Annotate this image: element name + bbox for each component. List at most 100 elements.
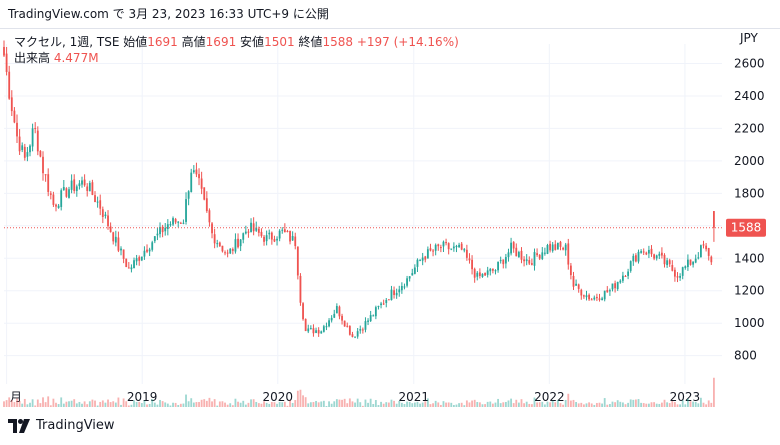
volume-bar xyxy=(551,400,554,407)
volume-bar xyxy=(598,402,601,407)
volume-bar xyxy=(21,403,24,407)
candle-body xyxy=(463,249,466,251)
volume-bar xyxy=(595,402,598,407)
volume-bar xyxy=(234,398,237,407)
volume-bar xyxy=(224,402,226,407)
candle-body xyxy=(172,218,174,225)
candle-body xyxy=(333,313,336,318)
candle-body xyxy=(679,275,682,278)
candle-body xyxy=(286,231,289,233)
candle-body xyxy=(328,320,330,327)
candle-body xyxy=(606,290,609,293)
candle-body xyxy=(112,232,115,242)
volume-bar xyxy=(421,402,424,407)
volume-bar xyxy=(660,402,663,407)
candle-body xyxy=(653,254,656,259)
volume-bar xyxy=(127,405,130,407)
volume-bar xyxy=(312,402,315,407)
candle-body xyxy=(26,152,29,157)
candle-body xyxy=(588,294,591,300)
candle-body xyxy=(338,306,341,317)
volume-bar xyxy=(104,402,107,407)
volume-bar xyxy=(16,398,18,407)
candle-body xyxy=(702,244,705,246)
candle-body xyxy=(611,283,614,290)
volume-bar xyxy=(107,399,109,407)
volume-bar xyxy=(96,405,99,407)
volume-bar xyxy=(42,397,44,407)
candle-body xyxy=(42,156,44,174)
candle-body xyxy=(203,187,206,200)
volume-bar xyxy=(18,401,21,407)
volume-bar xyxy=(653,402,656,407)
candle-body xyxy=(78,183,81,187)
candle-body xyxy=(520,250,523,260)
candle-body xyxy=(629,261,632,271)
candle-body xyxy=(476,272,479,277)
candle-body xyxy=(10,97,13,112)
volume-bar xyxy=(499,403,502,407)
volume-bar xyxy=(374,400,377,407)
candle-body xyxy=(356,331,359,337)
candle-body xyxy=(127,267,130,269)
volume-bar xyxy=(239,402,242,407)
candle-body xyxy=(494,270,497,272)
volume-bar xyxy=(689,401,692,407)
x-tick-label: 2019 xyxy=(127,390,158,404)
volume-bar xyxy=(450,402,453,407)
brand-footer[interactable]: TradingView xyxy=(8,418,115,433)
candle-body xyxy=(99,200,102,209)
volume-bar xyxy=(681,400,684,407)
candle-body xyxy=(627,271,630,276)
price-chart[interactable]: 800100012001400160018002000220024002600J… xyxy=(0,28,780,412)
candle-body xyxy=(377,305,380,307)
candle-body xyxy=(133,260,135,268)
candle-body xyxy=(39,150,42,157)
candle-body xyxy=(224,252,226,254)
volume-bar xyxy=(70,400,73,407)
volume-bar xyxy=(517,402,520,407)
volume-bar xyxy=(364,399,367,407)
volume-bar xyxy=(705,404,708,407)
volume-bar xyxy=(398,400,401,407)
volume-bar xyxy=(55,402,57,407)
volume-bar xyxy=(156,404,159,407)
volume-bar xyxy=(647,403,650,407)
volume-bar xyxy=(294,400,297,407)
candle-body xyxy=(143,250,146,257)
volume-bar xyxy=(361,405,364,407)
candle-body xyxy=(601,298,604,300)
volume-bar xyxy=(10,400,13,407)
volume-bar xyxy=(390,399,393,407)
candle-body xyxy=(465,249,468,258)
volume-bar xyxy=(57,404,60,407)
volume-bar xyxy=(60,397,63,407)
candle-body xyxy=(507,252,510,258)
volume-bar xyxy=(455,404,458,407)
volume-bar xyxy=(367,402,369,407)
candle-body xyxy=(595,296,598,299)
volume-bar xyxy=(39,403,42,407)
volume-bar xyxy=(182,403,185,407)
candle-body xyxy=(213,234,216,244)
volume-bar xyxy=(556,399,559,407)
volume-bar xyxy=(244,404,247,407)
volume-bar xyxy=(130,404,133,407)
candle-body xyxy=(692,261,695,265)
candle-body xyxy=(8,71,11,99)
x-tick-label: 2022 xyxy=(534,390,565,404)
volume-bar xyxy=(673,402,676,407)
volume-bar xyxy=(528,403,531,407)
candle-body xyxy=(369,315,372,322)
candle-body xyxy=(697,257,700,259)
candle-body xyxy=(361,329,364,331)
candle-body xyxy=(257,228,260,233)
candle-body xyxy=(23,146,26,158)
candle-body xyxy=(686,259,689,268)
candle-body xyxy=(156,233,159,236)
volume-bar xyxy=(231,405,234,407)
y-tick-label: 2000 xyxy=(734,154,765,168)
candle-body xyxy=(169,224,172,226)
candle-body xyxy=(351,334,354,337)
volume-bar xyxy=(424,401,427,407)
